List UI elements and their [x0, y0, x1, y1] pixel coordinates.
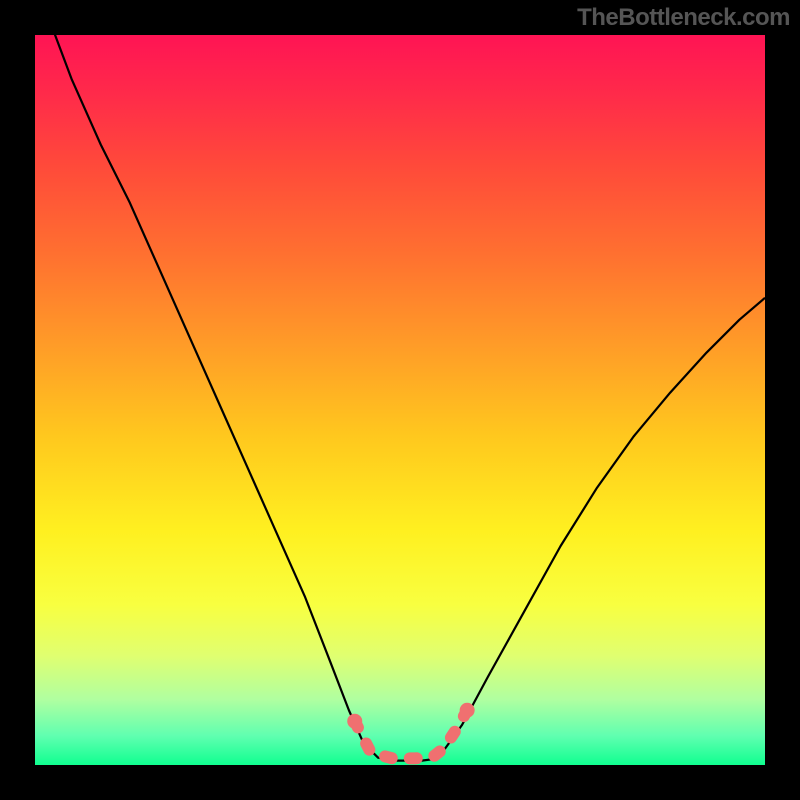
marker-start-dot	[347, 714, 362, 729]
watermark-label: TheBottleneck.com	[577, 4, 790, 32]
chart-container: TheBottleneck.com	[0, 0, 800, 800]
bottleneck-chart	[0, 0, 800, 800]
marker-end-dot	[460, 703, 475, 718]
plot-background	[35, 35, 765, 765]
